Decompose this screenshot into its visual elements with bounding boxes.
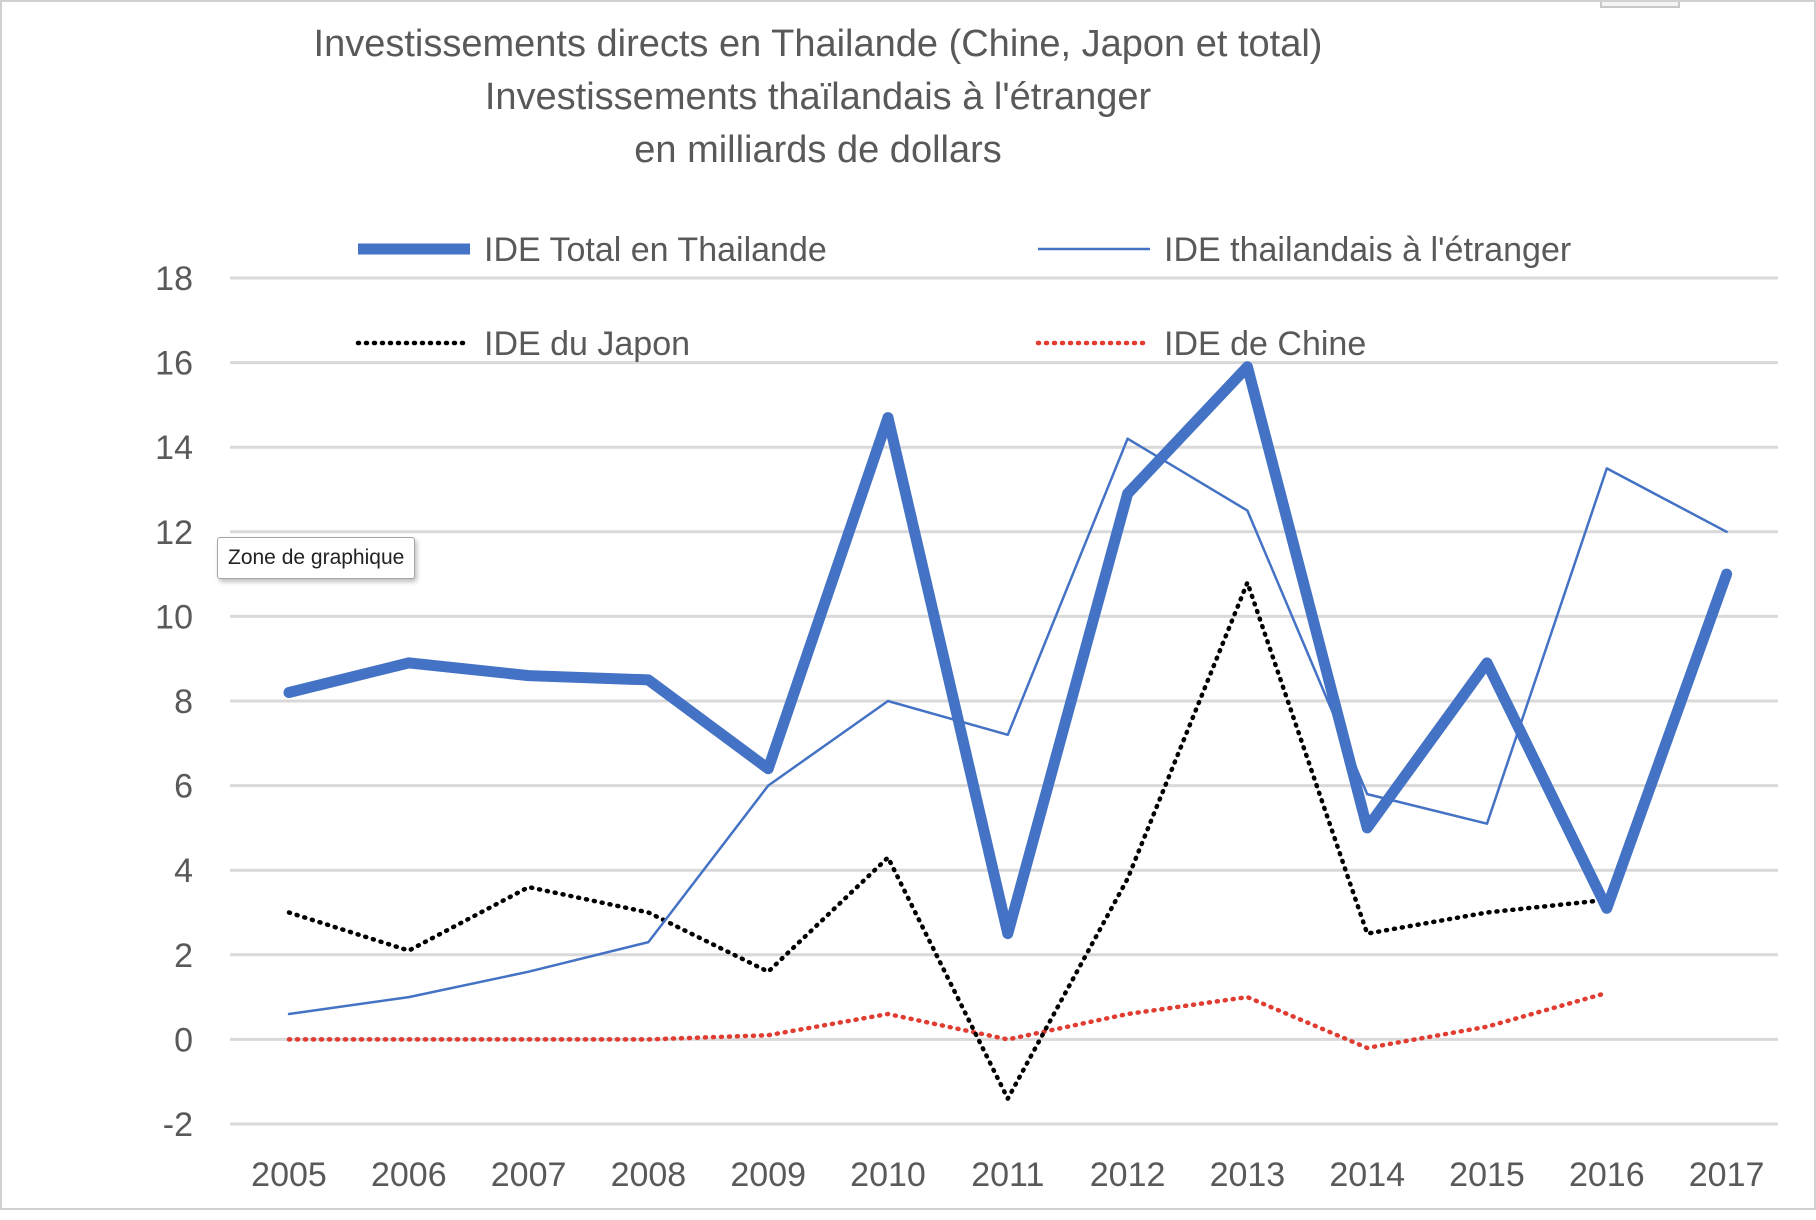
series-chine-line[interactable] <box>286 990 1610 1051</box>
series-japon-line[interactable] <box>286 580 1610 1101</box>
legend-label-chine: IDE de Chine <box>1164 325 1366 363</box>
x-tick-label: 2008 <box>611 1156 687 1194</box>
window-corner-mark <box>1600 0 1680 8</box>
y-tick-label: 16 <box>155 345 193 383</box>
series-total-line[interactable] <box>283 361 1733 940</box>
legend-item-japon[interactable]: IDE du Japon <box>355 325 690 363</box>
y-tick-label: 6 <box>174 768 193 806</box>
x-tick-label: 2016 <box>1569 1156 1645 1194</box>
x-tick-label: 2010 <box>850 1156 926 1194</box>
legend-label-outward: IDE thailandais à l'étranger <box>1164 231 1571 269</box>
legend-item-total[interactable]: IDE Total en Thailande <box>358 231 827 269</box>
series-outward-line[interactable] <box>287 437 1728 1016</box>
y-tick-label: 0 <box>174 1021 193 1059</box>
y-axis-ticks: -2 0 2 4 6 8 10 12 14 16 18 <box>155 260 193 1144</box>
y-tick-label: 4 <box>174 852 193 890</box>
x-axis-ticks: 2005 2006 2007 2008 2009 2010 2011 2012 2013 2014… <box>251 1156 1764 1194</box>
x-tick-label: 2014 <box>1329 1156 1405 1194</box>
y-tick-label: 8 <box>174 683 193 721</box>
x-tick-label: 2011 <box>971 1156 1044 1194</box>
x-tick-label: 2017 <box>1689 1156 1765 1194</box>
chart-title: Investissements directs en Thailande (Ch… <box>314 23 1323 171</box>
y-tick-label: 10 <box>155 598 193 636</box>
x-tick-label: 2009 <box>730 1156 806 1194</box>
series-lines[interactable] <box>283 361 1733 1101</box>
title-line-1: Investissements directs en Thailande (Ch… <box>314 23 1323 65</box>
legend-label-total: IDE Total en Thailande <box>484 231 827 269</box>
y-tick-label: -2 <box>163 1106 193 1144</box>
x-tick-label: 2012 <box>1090 1156 1166 1194</box>
x-tick-label: 2013 <box>1210 1156 1286 1194</box>
legend[interactable]: IDE Total en Thailande IDE thailandais à… <box>355 231 1571 363</box>
y-tick-label: 18 <box>155 260 193 298</box>
y-tick-label: 2 <box>174 937 193 975</box>
title-line-2: Investissements thaïlandais à l'étranger <box>485 76 1152 118</box>
legend-label-japon: IDE du Japon <box>484 325 690 363</box>
x-tick-label: 2006 <box>371 1156 447 1194</box>
chart-area-tooltip: Zone de graphique <box>217 537 416 579</box>
x-tick-label: 2015 <box>1449 1156 1525 1194</box>
x-tick-label: 2005 <box>251 1156 327 1194</box>
x-tick-label: 2007 <box>491 1156 567 1194</box>
legend-item-chine[interactable]: IDE de Chine <box>1035 325 1366 363</box>
y-tick-label: 14 <box>155 429 193 467</box>
title-line-3: en milliards de dollars <box>634 129 1002 171</box>
gridlines <box>230 276 1778 1126</box>
y-tick-label: 12 <box>155 514 193 552</box>
legend-item-outward[interactable]: IDE thailandais à l'étranger <box>1038 231 1571 269</box>
